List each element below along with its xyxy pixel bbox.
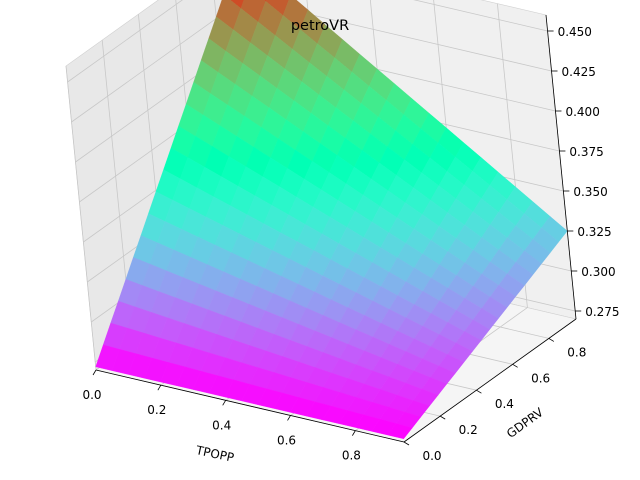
x-tick bbox=[222, 400, 227, 406]
chart-title: petroVR bbox=[291, 18, 349, 34]
x-tick bbox=[92, 369, 97, 376]
z-tick-label: 0.425 bbox=[562, 65, 596, 79]
surface-cell bbox=[387, 423, 413, 440]
z-tick-label: 0.350 bbox=[573, 185, 607, 199]
x-tick-label: 0.6 bbox=[277, 433, 296, 447]
z-tick-label: 0.275 bbox=[585, 305, 619, 319]
z-tick-label: 0.375 bbox=[569, 145, 603, 159]
z-tick-label: 0.300 bbox=[581, 265, 615, 279]
y-tick bbox=[476, 389, 482, 394]
y-axis-line bbox=[403, 318, 577, 443]
x-tick-label: 0.8 bbox=[342, 449, 361, 463]
x-tick-label: 0.0 bbox=[82, 388, 101, 402]
grid-line-z bbox=[67, 0, 548, 83]
x-axis-label: TPOPP bbox=[194, 443, 236, 465]
y-tick-label: 0.0 bbox=[422, 449, 441, 463]
x-tick-label: 0.2 bbox=[147, 403, 166, 417]
x-axis-line bbox=[95, 369, 405, 443]
y-tick bbox=[548, 338, 555, 342]
y-tick bbox=[512, 363, 518, 368]
x-tick-label: 0.4 bbox=[212, 418, 231, 432]
axis-lines bbox=[95, 14, 577, 443]
y-tick bbox=[403, 441, 410, 446]
z-axis-line bbox=[545, 14, 577, 320]
y-tick-label: 0.8 bbox=[567, 345, 586, 359]
z-tick-label: 0.450 bbox=[558, 25, 592, 39]
x-tick bbox=[157, 384, 162, 391]
grid-line-z bbox=[71, 0, 552, 123]
y-tick-label: 0.6 bbox=[531, 371, 550, 385]
x-tick bbox=[287, 415, 291, 421]
x-tick bbox=[352, 430, 356, 436]
y-tick-label: 0.2 bbox=[459, 423, 478, 437]
z-tick-label: 0.325 bbox=[577, 225, 611, 239]
surface-mesh bbox=[95, 0, 568, 440]
tick-labels: 0.0 0.2 0.4 0.6 0.8 0.0 0.2 0.4 0.6 0.8 0.275 0.300… bbox=[82, 25, 619, 463]
y-tick-label: 0.4 bbox=[495, 397, 514, 411]
z-tick-label: 0.400 bbox=[565, 105, 599, 119]
y-tick bbox=[440, 415, 446, 420]
